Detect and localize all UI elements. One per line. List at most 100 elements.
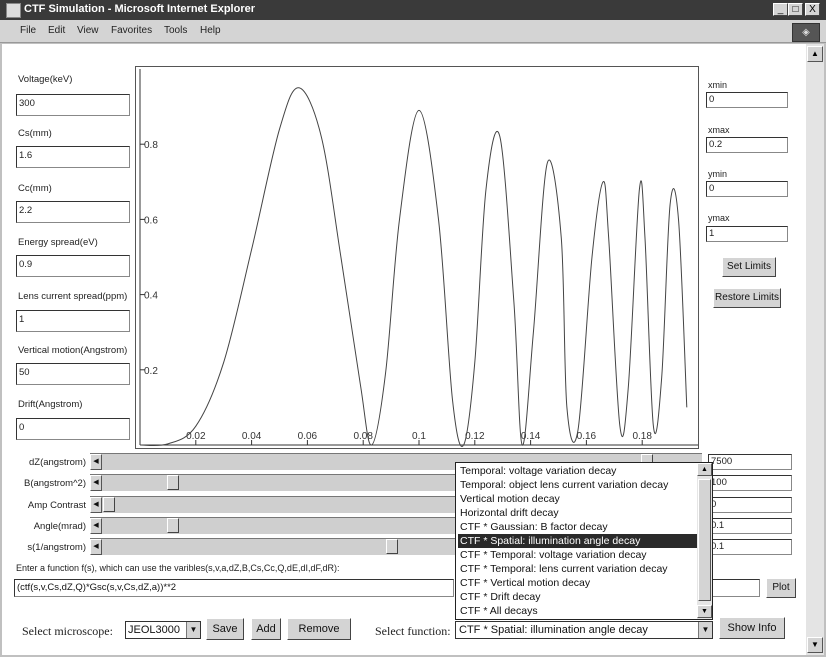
plot-button[interactable]: Plot [766,578,796,598]
ie-throbber-icon: ◈ [792,23,820,42]
cs-label: Cs(mm) [18,128,52,139]
energy-spread-label: Energy spread(eV) [18,237,98,248]
dropdown-option[interactable]: CTF * Temporal: lens current variation d… [460,563,668,575]
dz-decrease-icon[interactable]: ◀ [90,454,102,470]
dropdown-option[interactable]: CTF * Gaussian: B factor decay [460,521,608,533]
dropdown-option[interactable]: CTF * Drift decay [460,591,541,603]
dropdown-scrollbar[interactable]: ▲ ▼ [697,463,712,619]
select-microscope-label: Select microscope: [22,624,113,638]
amp-contrast-slider-thumb[interactable] [103,497,115,512]
s-value[interactable]: 0.1 [708,539,792,555]
dropdown-scroll-up-icon[interactable]: ▲ [697,463,712,476]
b-factor-label: B(angstrom^2) [23,478,86,489]
function-prompt: Enter a function f(s), which can use the… [16,563,340,573]
s-label: s(1/angstrom) [27,542,86,553]
menu-favorites[interactable]: Favorites [111,25,153,36]
window-title: CTF Simulation - Microsoft Internet Expl… [24,3,256,15]
s-decrease-icon[interactable]: ◀ [90,539,102,555]
dropdown-option[interactable]: Horizontal drift decay [460,507,559,519]
b-factor-value[interactable]: 100 [708,475,792,491]
cc-label: Cc(mm) [18,183,52,194]
microscope-select[interactable]: JEOL3000 ▼ [125,621,201,639]
xmax-input[interactable]: 0.2 [706,137,788,153]
cc-input[interactable]: 2.2 [16,201,130,223]
function-input-tail[interactable] [712,579,760,597]
dropdown-option[interactable]: CTF * Spatial: illumination angle decay [458,534,698,548]
s-slider-thumb[interactable] [386,539,399,554]
function-input[interactable]: (ctf(s,v,Cs,dZ,Q)*Gsc(s,v,Cs,dZ,a))**2 [14,579,454,597]
set-limits-button[interactable]: Set Limits [722,257,776,277]
vertical-motion-input[interactable]: 50 [16,363,130,385]
x-tick-label: 0.04 [242,431,262,442]
y-tick-label: 0.8 [144,140,158,151]
drift-label: Drift(Angstrom) [18,399,83,410]
dropdown-scroll-thumb[interactable] [698,479,711,601]
ymin-label: ymin [708,169,728,179]
show-info-button[interactable]: Show Info [719,617,785,639]
add-button[interactable]: Add [251,618,281,640]
ctf-plot: 0.02 0.04 0.06 0.08 0.1 0.12 0.14 0.16 0.18 0.2 0.… [135,66,699,449]
x-tick-label: 0.14 [521,431,541,442]
menu-file[interactable]: File [20,25,37,36]
dropdown-option[interactable]: Temporal: voltage variation decay [460,465,617,477]
angle-label: Angle(mrad) [33,521,86,532]
dropdown-option[interactable]: CTF * Temporal: voltage variation decay [460,549,647,561]
title-bar: CTF Simulation - Microsoft Internet Expl… [0,0,826,20]
save-button[interactable]: Save [206,618,244,640]
dropdown-scroll-down-icon[interactable]: ▼ [697,605,712,618]
xmin-input[interactable]: 0 [706,92,788,108]
energy-spread-input[interactable]: 0.9 [16,255,130,277]
menu-help[interactable]: Help [200,25,221,36]
dropdown-option[interactable]: Vertical motion decay [460,493,560,505]
menu-tools[interactable]: Tools [164,25,188,36]
chevron-down-icon[interactable]: ▼ [186,622,200,638]
menu-edit[interactable]: Edit [48,25,66,36]
dz-value[interactable]: 7500 [708,454,792,470]
maximize-button[interactable]: □ [788,3,803,16]
lens-current-spread-input[interactable]: 1 [16,310,130,332]
x-tick-label: 0.08 [353,431,373,442]
drift-input[interactable]: 0 [16,418,130,440]
function-dropdown-list[interactable]: Temporal: voltage variation decay Tempora… [455,462,713,620]
ctf-curve [139,87,688,447]
voltage-input[interactable]: 300 [16,94,130,116]
angle-value[interactable]: 0.1 [708,518,792,534]
menu-view[interactable]: View [77,25,99,36]
vertical-motion-label: Vertical motion(Angstrom) [18,345,128,356]
chevron-down-icon[interactable]: ▼ [698,622,712,638]
ymin-input[interactable]: 0 [706,181,788,197]
x-tick-label: 0.18 [632,431,652,442]
dropdown-option[interactable]: Temporal: object lens current variation … [460,479,669,491]
ie-app-icon [6,3,21,18]
xmin-label: xmin [708,80,728,90]
cs-input[interactable]: 1.6 [16,146,130,168]
amp-contrast-decrease-icon[interactable]: ◀ [90,497,102,513]
xmax-label: xmax [708,125,730,135]
ymax-input[interactable]: 1 [706,226,788,242]
close-button[interactable]: X [805,3,820,16]
voltage-label: Voltage(keV) [18,74,73,85]
scroll-up-icon[interactable]: ▲ [807,46,823,62]
x-tick-label: 0.16 [577,431,597,442]
menu-bar: File Edit View Favorites Tools Help [0,20,826,43]
dropdown-option[interactable]: CTF * Vertical motion decay [460,577,591,589]
angle-decrease-icon[interactable]: ◀ [90,518,102,534]
minimize-button[interactable]: _ [773,3,788,16]
remove-button[interactable]: Remove [287,618,351,640]
b-factor-slider-thumb[interactable] [166,475,179,490]
page-scrollbar[interactable]: ▲ ▼ [806,44,824,655]
amp-contrast-value[interactable]: 0 [708,497,792,513]
function-select[interactable]: CTF * Spatial: illumination angle decay … [455,621,713,639]
ctf-plot-svg: 0.02 0.04 0.06 0.08 0.1 0.12 0.14 0.16 0.18 0.2 0.… [139,69,698,447]
select-function-label: Select function: [375,624,451,638]
x-tick-label: 0.1 [412,431,426,442]
scroll-down-icon[interactable]: ▼ [807,637,823,653]
y-tick-label: 0.2 [144,366,158,377]
dropdown-option[interactable]: CTF * All decays [460,605,538,617]
amp-contrast-label: Amp Contrast [27,500,86,511]
b-factor-decrease-icon[interactable]: ◀ [90,475,102,491]
lens-current-spread-label: Lens current spread(ppm) [18,291,128,302]
restore-limits-button[interactable]: Restore Limits [713,288,781,308]
dz-label: dZ(angstrom) [28,457,86,468]
angle-slider-thumb[interactable] [166,518,179,533]
